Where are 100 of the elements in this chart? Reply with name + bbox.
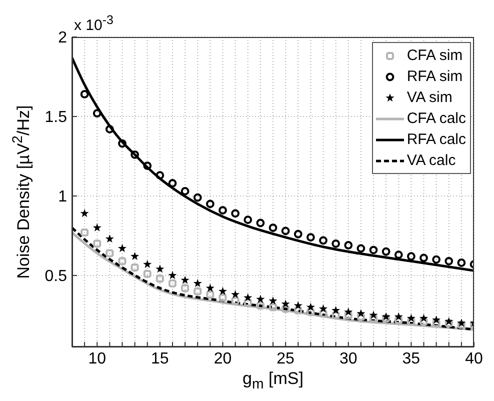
point	[394, 312, 403, 320]
point	[407, 318, 416, 326]
point	[406, 314, 416, 322]
point	[444, 256, 454, 266]
point	[156, 264, 164, 273]
point	[344, 241, 353, 250]
point	[432, 319, 440, 328]
point	[369, 310, 378, 319]
point	[457, 258, 466, 267]
point	[218, 286, 228, 295]
point	[218, 206, 227, 214]
x-tick-label: 15	[151, 350, 169, 368]
legend-label: VA calc	[406, 152, 456, 169]
point	[168, 179, 177, 188]
point	[256, 302, 264, 310]
y-tick-label: 1.5	[44, 109, 68, 126]
point	[332, 311, 340, 320]
legend-label: RFA calc	[406, 131, 466, 148]
x-tick-label: 25	[276, 350, 295, 368]
point	[406, 252, 416, 261]
point	[80, 228, 89, 237]
y-tick-label: 1	[58, 188, 68, 206]
point	[294, 306, 302, 314]
point	[180, 187, 190, 196]
point	[356, 309, 366, 318]
point	[80, 208, 89, 218]
point	[432, 315, 441, 324]
x-axis-title: g$_{m}$ [mS]	[242, 369, 304, 392]
point	[419, 314, 428, 322]
point	[306, 308, 315, 316]
point	[281, 226, 290, 236]
point	[420, 318, 428, 326]
point	[332, 239, 340, 248]
point	[256, 218, 265, 228]
point	[432, 255, 441, 264]
point	[244, 293, 252, 302]
point	[118, 244, 127, 252]
point	[306, 302, 315, 311]
point	[92, 109, 102, 118]
point	[180, 276, 190, 284]
point	[294, 301, 302, 310]
y-tick-label: 2	[58, 30, 68, 47]
point	[106, 249, 114, 258]
point	[356, 312, 365, 321]
point	[244, 216, 252, 224]
point	[105, 125, 114, 134]
point	[344, 311, 352, 320]
point	[193, 193, 202, 202]
point	[118, 139, 126, 148]
x-tick-label: 35	[402, 350, 420, 368]
point	[130, 252, 140, 260]
x-tick-label: 30	[339, 350, 358, 368]
point	[268, 296, 278, 305]
point	[143, 270, 152, 278]
point	[130, 264, 139, 272]
point	[394, 250, 403, 259]
point	[156, 274, 164, 283]
point	[231, 296, 240, 305]
point	[319, 236, 328, 245]
point	[93, 240, 102, 248]
point	[281, 300, 290, 308]
x-tick-label: 20	[214, 350, 232, 368]
point	[193, 278, 202, 288]
point	[306, 233, 315, 242]
point	[231, 290, 240, 298]
point	[268, 224, 278, 232]
legend-label: VA sim	[406, 89, 452, 106]
point	[143, 260, 152, 268]
x-tick-label: 40	[465, 350, 483, 368]
point	[206, 284, 214, 292]
point	[168, 270, 177, 280]
x-tick-label: 10	[88, 350, 106, 368]
point	[168, 279, 176, 288]
legend-label: CFA calc	[406, 110, 466, 127]
point	[105, 234, 114, 243]
point	[130, 150, 140, 159]
point	[369, 246, 378, 254]
text: x 10$^{-3}$	[74, 13, 114, 34]
point	[356, 244, 366, 253]
point	[332, 306, 340, 314]
point	[156, 171, 164, 180]
point	[319, 310, 328, 318]
point	[218, 294, 227, 302]
point	[370, 314, 378, 322]
point	[269, 303, 277, 312]
point	[282, 304, 290, 313]
point	[206, 200, 214, 208]
point	[394, 316, 403, 324]
y-tick-label: 0.5	[44, 268, 68, 286]
point	[206, 290, 214, 299]
point	[256, 294, 265, 303]
point	[194, 287, 202, 296]
point	[244, 298, 252, 306]
point	[294, 230, 302, 238]
point	[382, 247, 390, 256]
legend-label: RFA sim	[406, 68, 463, 85]
point	[92, 223, 102, 232]
point	[420, 254, 428, 262]
legend-label: CFA sim	[406, 47, 463, 64]
point	[143, 162, 152, 170]
